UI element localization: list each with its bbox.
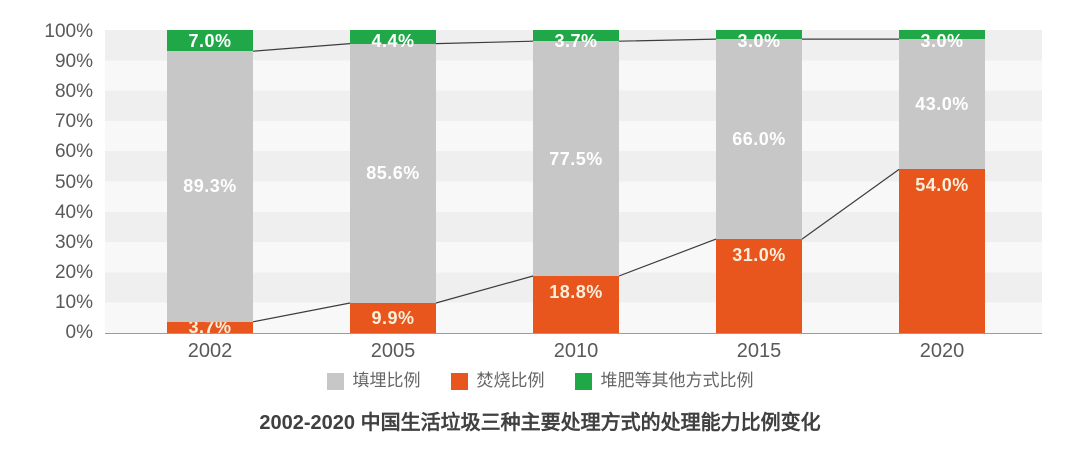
legend-label: 堆肥等其他方式比例 [600,371,754,390]
bar-value-label: 43.0% [915,94,969,115]
bar-value-label: 85.6% [366,163,420,184]
bar-2010: 18.8% 77.5% 3.7% [533,30,619,333]
y-tick-label: 80% [54,81,93,103]
bar-2015: 31.0% 66.0% 3.0% [716,30,802,333]
bar-segment-堆肥等其他方式比例 [899,30,985,40]
legend-label: 填埋比例 [352,371,421,390]
y-tick-label: 40% [54,201,93,223]
bar-value-label: 9.9% [371,308,415,328]
bar-value-label: 3.7% [554,31,598,51]
bar-segment-焚烧比例 [899,169,985,333]
bar-segment-堆肥等其他方式比例 [716,30,802,40]
bar-segment-焚烧比例 [167,321,253,333]
x-tick-label-2015: 2015 [736,340,782,362]
bar-value-label: 31.0% [732,245,786,266]
y-tick-label: 100% [44,21,93,42]
y-tick-label: 10% [54,291,93,313]
legend-item: 填埋比例 [326,370,421,392]
bar-segment-填埋比例 [350,43,436,304]
x-tick-label-2005: 2005 [370,340,416,362]
legend-swatch-icon [450,372,468,390]
bar-value-label: 54.0% [915,175,969,196]
bar-2002: 3.7% 89.3% 7.0% [167,30,253,337]
bar-value-label: 18.8% [549,282,603,303]
trend-lines [252,38,900,323]
legend-item: 焚烧比例 [450,370,545,392]
x-axis-line [105,333,1042,334]
y-axis: 100% 90% 80% 70% 60% 50% 40% 30% 20% 10% 0% [0,0,93,361]
legend-label: 焚烧比例 [476,371,545,390]
y-tick-label: 20% [54,261,93,283]
y-tick-label: 90% [54,51,93,73]
y-tick-label: 60% [54,141,93,163]
bar-segment-填埋比例 [167,51,253,322]
bar-value-label: 7.0% [188,31,232,51]
plot-area: 3.7% 89.3% 7.0% 9.9% 85.6% 4.4% 18.8% 77.5% 3.7%… [105,30,1042,337]
bar-segment-焚烧比例 [350,303,436,333]
bar-segment-堆肥等其他方式比例 [167,30,253,52]
bar-segment-焚烧比例 [716,239,802,333]
x-axis: 2002 2005 2010 2015 2020 [105,339,1042,365]
bar-segment-填埋比例 [899,39,985,170]
y-tick-label: 70% [54,111,93,133]
legend: 填埋比例 焚烧比例 堆肥等其他方式比例 [0,368,1080,394]
bar-value-label: 66.0% [732,129,786,150]
y-tick-label: 30% [54,231,93,253]
bar-value-label: 89.3% [183,176,237,197]
legend-swatch-icon [574,372,592,390]
bar-segment-堆肥等其他方式比例 [533,30,619,42]
bar-value-label: 77.5% [549,148,603,169]
x-tick-label-2010: 2010 [553,340,599,362]
y-tick-label: 0% [65,322,93,343]
bar-value-label: 3.7% [188,317,232,338]
bar-value-label: 3.0% [737,31,781,51]
bar-value-label: 4.4% [371,31,415,52]
bar-segment-堆肥等其他方式比例 [350,30,436,44]
legend-item: 堆肥等其他方式比例 [574,370,754,392]
legend-swatch-icon [326,372,344,390]
y-tick-label: 50% [54,171,93,193]
bar-value-label: 3.0% [920,31,964,51]
bar-segment-填埋比例 [716,39,802,240]
bar-2020: 54.0% 43.0% 3.0% [899,30,985,333]
chart-title: 2002-2020 中国生活垃圾三种主要处理方式的处理能力比例变化 [259,412,821,434]
bar-segment-焚烧比例 [533,276,619,333]
bar-2005: 9.9% 85.6% 4.4% [350,30,436,333]
bar-segment-填埋比例 [533,41,619,277]
x-tick-label-2020: 2020 [919,340,965,362]
x-tick-label-2002: 2002 [187,340,233,362]
